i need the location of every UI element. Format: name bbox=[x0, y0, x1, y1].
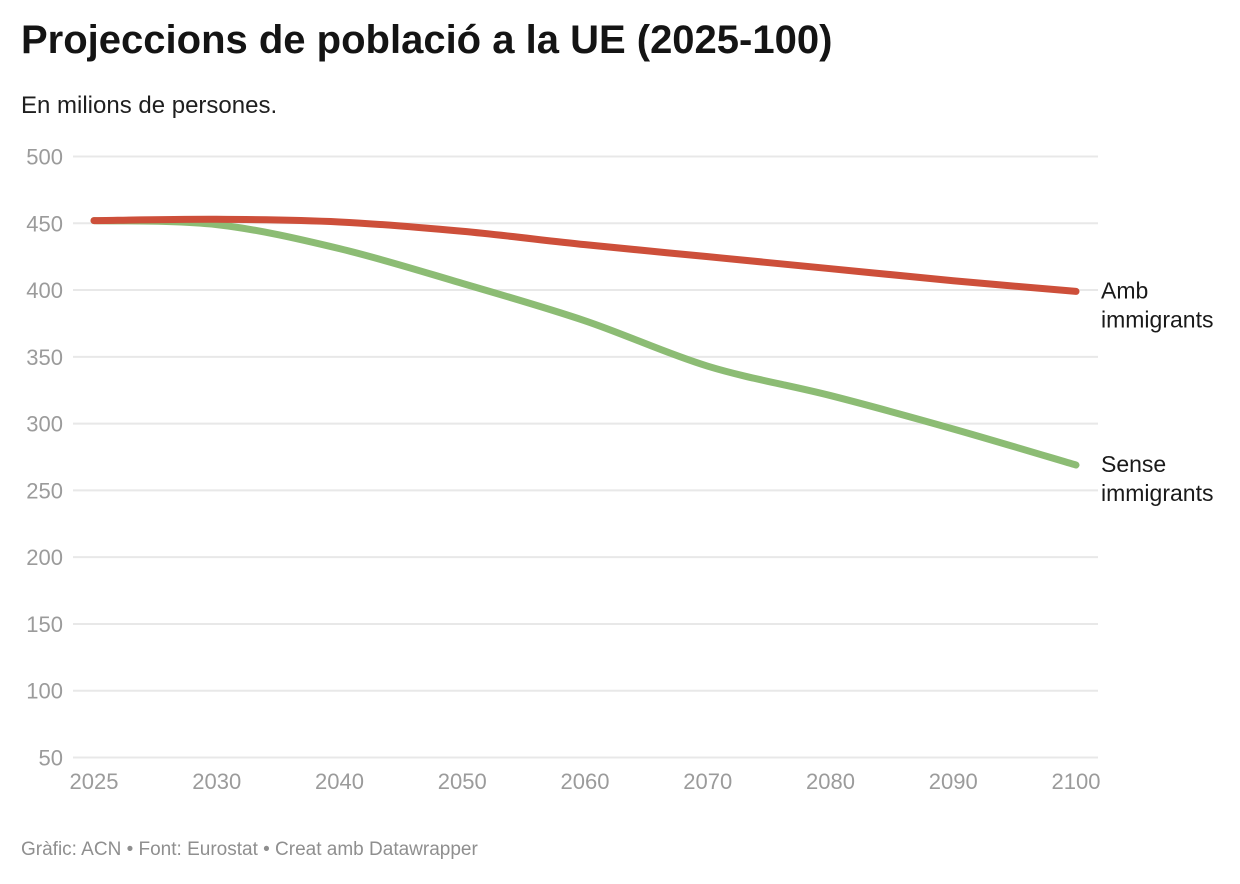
series-label-sense-immigrants: immigrants bbox=[1101, 480, 1213, 506]
y-axis-tick-label: 400 bbox=[26, 278, 63, 303]
x-axis-tick-label: 2070 bbox=[683, 769, 732, 794]
series-line-amb-immigrants bbox=[90, 215, 1080, 295]
x-axis-tick-label: 2090 bbox=[929, 769, 978, 794]
series-label-amb-immigrants: immigrants bbox=[1101, 306, 1213, 332]
chart-subtitle: En milions de persones. bbox=[21, 92, 278, 119]
y-axis-tick-label: 200 bbox=[26, 545, 63, 570]
series-label-sense-immigrants: Sense bbox=[1101, 451, 1166, 477]
y-axis-tick-label: 250 bbox=[26, 478, 63, 503]
y-axis-tick-label: 350 bbox=[26, 345, 63, 370]
y-axis-tick-label: 100 bbox=[26, 679, 63, 704]
y-axis-tick-label: 300 bbox=[26, 412, 63, 437]
x-axis-tick-label: 2100 bbox=[1052, 769, 1101, 794]
y-axis-tick-label: 150 bbox=[26, 612, 63, 637]
x-axis-tick-label: 2050 bbox=[438, 769, 487, 794]
x-axis-tick-label: 2080 bbox=[806, 769, 855, 794]
x-axis-tick-label: 2040 bbox=[315, 769, 364, 794]
series-label-amb-immigrants: Amb bbox=[1101, 277, 1148, 303]
x-axis-tick-label: 2060 bbox=[561, 769, 610, 794]
x-axis-tick-label: 2025 bbox=[70, 769, 119, 794]
y-axis-tick-label: 50 bbox=[39, 746, 63, 771]
series-line-sense-immigrants bbox=[90, 217, 1080, 469]
x-axis-tick-label: 2030 bbox=[192, 769, 241, 794]
y-axis-tick-label: 450 bbox=[26, 211, 63, 236]
chart-footer: Gràfic: ACN • Font: Eurostat • Creat amb… bbox=[21, 839, 478, 860]
y-axis-tick-label: 500 bbox=[26, 145, 63, 170]
chart-title: Projeccions de població a la UE (2025-10… bbox=[21, 18, 833, 62]
